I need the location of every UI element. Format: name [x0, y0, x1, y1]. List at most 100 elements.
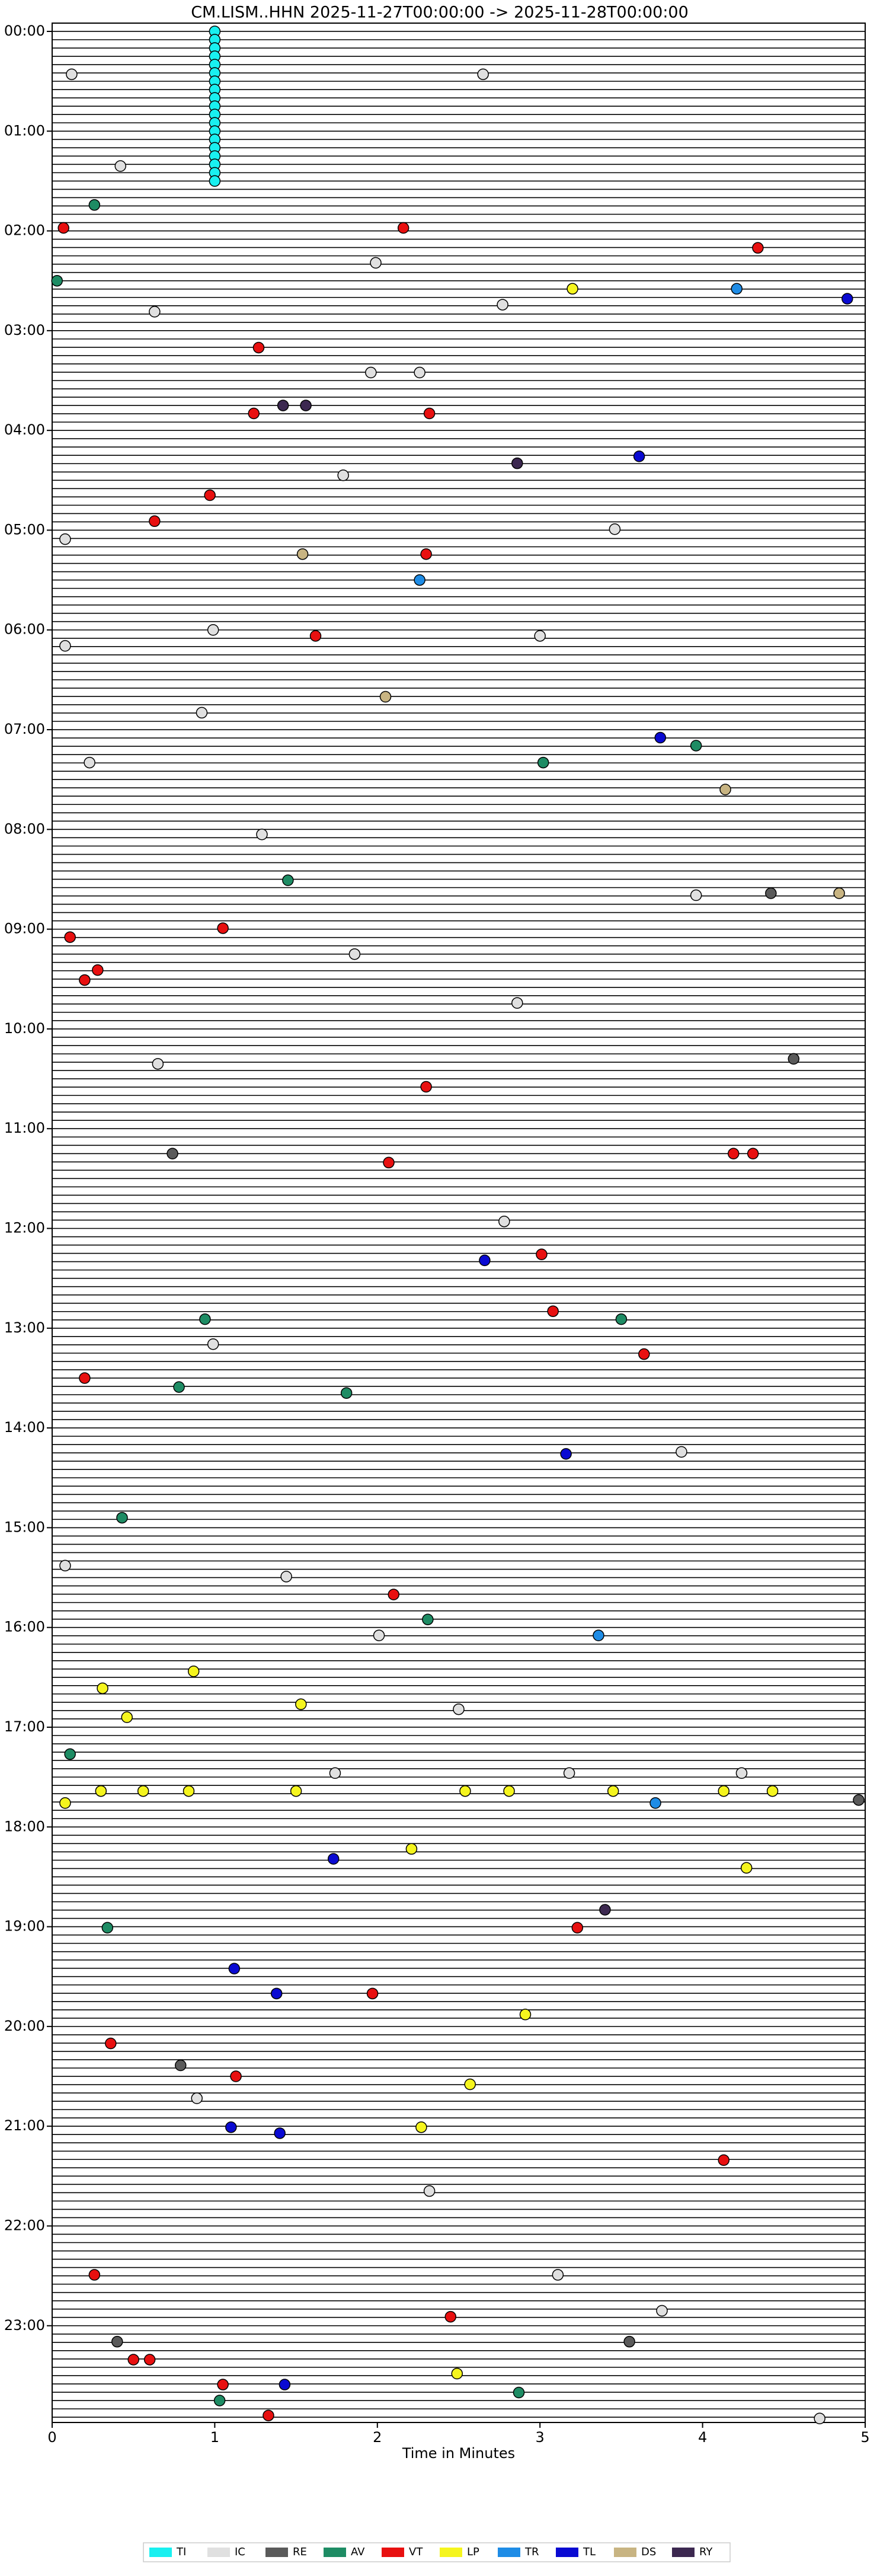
x-tick-label: 2	[373, 2429, 382, 2446]
event-marker	[571, 1922, 584, 1934]
y-tick-label: 02:00	[4, 222, 45, 239]
event-marker	[623, 2335, 635, 2348]
event-marker	[853, 1794, 865, 1806]
event-marker	[593, 1629, 604, 1641]
event-marker	[415, 2121, 427, 2133]
event-marker	[92, 964, 104, 976]
y-tick-label: 01:00	[4, 122, 45, 139]
event-marker	[204, 489, 216, 501]
event-marker	[191, 2092, 203, 2104]
legend-label: AV	[351, 2546, 365, 2558]
event-marker	[296, 548, 309, 560]
event-marker	[256, 828, 268, 840]
event-marker	[654, 731, 667, 744]
y-tick-label: 09:00	[4, 921, 45, 937]
event-marker	[88, 199, 101, 211]
event-marker	[513, 2386, 525, 2399]
event-marker	[560, 1448, 572, 1460]
legend-swatch	[556, 2548, 578, 2557]
event-marker	[282, 874, 294, 886]
legend-swatch	[440, 2548, 462, 2557]
event-marker	[752, 242, 764, 254]
event-marker	[175, 2059, 187, 2072]
event-marker	[127, 2354, 139, 2366]
event-marker	[379, 691, 392, 703]
y-tick-label: 04:00	[4, 421, 45, 438]
x-tick-label: 3	[536, 2429, 545, 2446]
y-tick-label: 13:00	[4, 1319, 45, 1336]
event-marker	[59, 1559, 71, 1572]
legend-label: RY	[699, 2546, 713, 2558]
event-marker	[279, 2379, 291, 2390]
y-tick-label: 19:00	[4, 1918, 45, 1935]
legend-swatch	[207, 2548, 230, 2557]
y-tick-label: 23:00	[4, 2317, 45, 2334]
event-marker	[676, 1446, 687, 1458]
event-marker	[280, 1571, 292, 1583]
event-marker	[137, 1785, 149, 1797]
event-marker	[167, 1148, 178, 1160]
event-marker	[57, 222, 69, 234]
event-marker	[451, 2367, 463, 2380]
event-marker	[183, 1785, 195, 1797]
event-marker	[84, 756, 95, 769]
y-tick-label: 16:00	[4, 1619, 45, 1635]
event-marker	[633, 450, 645, 462]
event-marker	[105, 2037, 117, 2050]
event-marker	[534, 630, 546, 642]
legend-swatch	[614, 2548, 636, 2557]
y-tick-label: 20:00	[4, 2018, 45, 2034]
event-marker	[477, 68, 489, 81]
legend-swatch	[324, 2548, 346, 2557]
event-marker	[101, 1922, 114, 1934]
y-tick-label: 11:00	[4, 1120, 45, 1136]
event-marker	[503, 1785, 515, 1797]
event-marker	[420, 548, 432, 560]
event-marker	[152, 1058, 164, 1070]
event-marker	[388, 1589, 399, 1600]
event-marker	[464, 2078, 476, 2091]
event-marker	[536, 1248, 548, 1261]
event-marker	[59, 640, 71, 652]
chart-title: CM.LISM..HHN 2025-11-27T00:00:00 -> 2025…	[191, 4, 689, 22]
event-marker	[143, 2354, 156, 2366]
event-marker	[252, 341, 265, 354]
legend-swatch	[265, 2548, 288, 2557]
event-marker	[444, 2310, 457, 2323]
y-tick-label: 07:00	[4, 721, 45, 737]
event-marker	[567, 283, 578, 295]
y-tick-label: 18:00	[4, 1818, 45, 1834]
event-marker	[329, 1767, 341, 1779]
event-marker	[497, 299, 508, 311]
event-marker	[59, 533, 71, 545]
event-marker	[79, 974, 91, 986]
event-marker	[414, 574, 425, 586]
event-marker	[718, 1785, 730, 1797]
event-marker	[116, 1511, 128, 1524]
y-tick-label: 10:00	[4, 1020, 45, 1037]
legend-swatch	[149, 2548, 172, 2557]
event-marker	[209, 175, 221, 187]
event-marker	[599, 1904, 611, 1916]
event-marker	[607, 1785, 619, 1797]
event-marker	[121, 1711, 133, 1723]
event-marker	[498, 1215, 510, 1228]
event-marker	[295, 1698, 307, 1711]
event-marker	[66, 68, 78, 81]
event-marker	[111, 2335, 123, 2348]
event-marker	[97, 1682, 108, 1695]
event-marker	[731, 283, 743, 295]
event-marker	[248, 407, 260, 420]
legend-swatch	[672, 2548, 695, 2557]
event-marker	[765, 887, 777, 899]
legend-label: RE	[293, 2546, 307, 2558]
event-marker	[423, 407, 436, 420]
event-marker	[337, 469, 349, 481]
event-marker	[420, 1081, 432, 1093]
event-marker	[735, 1767, 748, 1779]
event-marker	[59, 1797, 71, 1809]
legend-label: TI	[176, 2546, 186, 2558]
event-marker	[95, 1785, 107, 1797]
event-marker	[656, 2305, 668, 2317]
